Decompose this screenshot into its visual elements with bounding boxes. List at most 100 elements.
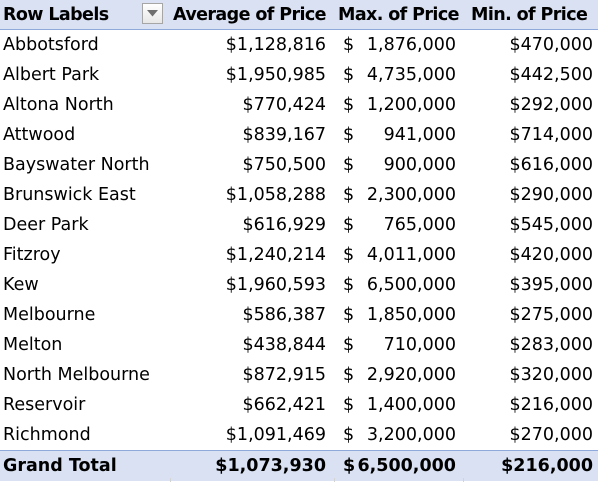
- max-price-cell: $710,000: [343, 330, 456, 360]
- min-price-cell: $616,000: [509, 155, 593, 175]
- max-price-symbol: $: [343, 215, 355, 235]
- min-price-cell: $470,000: [509, 35, 593, 55]
- max-price-wrap: $1,200,000: [343, 90, 456, 120]
- max-price-wrap: $6,500,000: [343, 270, 456, 300]
- grid-line: [334, 478, 335, 482]
- max-price-cell: $6,500,000: [343, 270, 456, 300]
- max-price-wrap: $710,000: [343, 330, 456, 360]
- max-price-symbol: $: [343, 335, 355, 355]
- min-price-cell: $320,000: [509, 365, 593, 385]
- max-price-value: 6,500,000: [366, 275, 456, 295]
- max-price-symbol: $: [343, 185, 355, 205]
- average-price-cell: $586,387: [242, 305, 326, 325]
- table-row[interactable]: Melton $438,844 $710,000 $283,000: [0, 330, 598, 360]
- average-price-cell: $770,424: [242, 95, 326, 115]
- table-row[interactable]: North Melbourne $872,915 $2,920,000 $320,00…: [0, 360, 598, 390]
- max-price-value: 4,011,000: [366, 245, 456, 265]
- max-price-symbol: $: [343, 425, 355, 445]
- table-row[interactable]: Richmond $1,091,469 $3,200,000 $270,000: [0, 420, 598, 450]
- max-price-cell: $4,735,000: [343, 60, 456, 90]
- table-row[interactable]: Deer Park $616,929 $765,000 $545,000: [0, 210, 598, 240]
- grand-total-label: Grand Total: [3, 456, 117, 476]
- max-price-symbol: $: [343, 395, 355, 415]
- grid-lines: [0, 478, 598, 482]
- row-label: Altona North: [3, 95, 114, 115]
- row-label: Deer Park: [3, 215, 89, 235]
- max-price-value: 2,920,000: [366, 365, 456, 385]
- average-price-cell: $1,091,469: [225, 425, 326, 445]
- max-price-wrap: $3,200,000: [343, 420, 456, 450]
- table-row[interactable]: Fitzroy $1,240,214 $4,011,000 $420,000: [0, 240, 598, 270]
- min-price-cell: $270,000: [509, 425, 593, 445]
- table-row[interactable]: Albert Park $1,950,985 $4,735,000 $442,500: [0, 60, 598, 90]
- header-max-of-price[interactable]: Max. of Price: [338, 5, 459, 25]
- grand-total-average: $1,073,930: [215, 456, 326, 476]
- table-row[interactable]: Melbourne $586,387 $1,850,000 $275,000: [0, 300, 598, 330]
- max-price-cell: $900,000: [343, 150, 456, 180]
- table-row[interactable]: Kew $1,960,593 $6,500,000 $395,000: [0, 270, 598, 300]
- min-price-cell: $395,000: [509, 275, 593, 295]
- grand-total-min: $216,000: [501, 456, 593, 476]
- average-price-cell: $438,844: [242, 335, 326, 355]
- min-price-cell: $290,000: [509, 185, 593, 205]
- table-row[interactable]: Bayswater North $750,500 $900,000 $616,000: [0, 150, 598, 180]
- pivot-body: Abbotsford $1,128,816 $1,876,000 $470,000 Al…: [0, 30, 598, 450]
- max-price-value: 1,876,000: [366, 35, 456, 55]
- max-price-cell: $2,300,000: [343, 180, 456, 210]
- average-price-cell: $1,128,816: [225, 35, 326, 55]
- max-price-symbol: $: [343, 155, 355, 175]
- row-label: Melton: [3, 335, 63, 355]
- max-price-symbol: $: [343, 305, 355, 325]
- header-average-of-price[interactable]: Average of Price: [173, 5, 327, 25]
- table-row[interactable]: Reservoir $662,421 $1,400,000 $216,000: [0, 390, 598, 420]
- table-row[interactable]: Brunswick East $1,058,288 $2,300,000 $290,0…: [0, 180, 598, 210]
- min-price-cell: $283,000: [509, 335, 593, 355]
- max-price-symbol: $: [343, 125, 355, 145]
- row-label: Reservoir: [3, 395, 86, 415]
- min-price-cell: $275,000: [509, 305, 593, 325]
- average-price-cell: $662,421: [242, 395, 326, 415]
- max-price-value: 765,000: [383, 215, 456, 235]
- average-price-cell: $1,960,593: [225, 275, 326, 295]
- max-price-symbol: $: [343, 275, 355, 295]
- row-label: Bayswater North: [3, 155, 150, 175]
- grid-line: [463, 478, 464, 482]
- row-labels-filter-button[interactable]: [142, 3, 163, 24]
- min-price-cell: $442,500: [509, 65, 593, 85]
- row-label: Brunswick East: [3, 185, 136, 205]
- header-min-of-price[interactable]: Min. of Price: [471, 5, 588, 25]
- max-price-wrap: $1,850,000: [343, 300, 456, 330]
- max-price-symbol: $: [343, 35, 355, 55]
- max-price-wrap: $765,000: [343, 210, 456, 240]
- max-price-cell: $765,000: [343, 210, 456, 240]
- max-price-cell: $1,200,000: [343, 90, 456, 120]
- max-price-cell: $1,400,000: [343, 390, 456, 420]
- header-row-labels[interactable]: Row Labels: [3, 5, 109, 25]
- grand-total-row[interactable]: Grand Total $1,073,930 $ 6,500,000 $216,…: [0, 450, 598, 481]
- table-row[interactable]: Attwood $839,167 $941,000 $714,000: [0, 120, 598, 150]
- average-price-cell: $1,950,985: [225, 65, 326, 85]
- average-price-cell: $616,929: [242, 215, 326, 235]
- min-price-cell: $420,000: [509, 245, 593, 265]
- table-row[interactable]: Abbotsford $1,128,816 $1,876,000 $470,000: [0, 30, 598, 60]
- max-price-value: 4,735,000: [366, 65, 456, 85]
- max-price-value: 941,000: [383, 125, 456, 145]
- max-price-wrap: $1,876,000: [343, 30, 456, 60]
- max-price-value: 1,400,000: [366, 395, 456, 415]
- max-price-value: 2,300,000: [366, 185, 456, 205]
- grand-total-max-symbol: $: [343, 456, 356, 476]
- max-price-symbol: $: [343, 65, 355, 85]
- max-price-wrap: $941,000: [343, 120, 456, 150]
- max-price-cell: $3,200,000: [343, 420, 456, 450]
- table-row[interactable]: Altona North $770,424 $1,200,000 $292,000: [0, 90, 598, 120]
- max-price-wrap: $1,400,000: [343, 390, 456, 420]
- row-label: Melbourne: [3, 305, 96, 325]
- max-price-cell: $4,011,000: [343, 240, 456, 270]
- grand-total-max: $ 6,500,000: [343, 451, 456, 481]
- min-price-cell: $216,000: [509, 395, 593, 415]
- max-price-cell: $2,920,000: [343, 360, 456, 390]
- max-price-cell: $941,000: [343, 120, 456, 150]
- max-price-value: 3,200,000: [366, 425, 456, 445]
- row-label: Abbotsford: [3, 35, 99, 55]
- max-price-wrap: $2,300,000: [343, 180, 456, 210]
